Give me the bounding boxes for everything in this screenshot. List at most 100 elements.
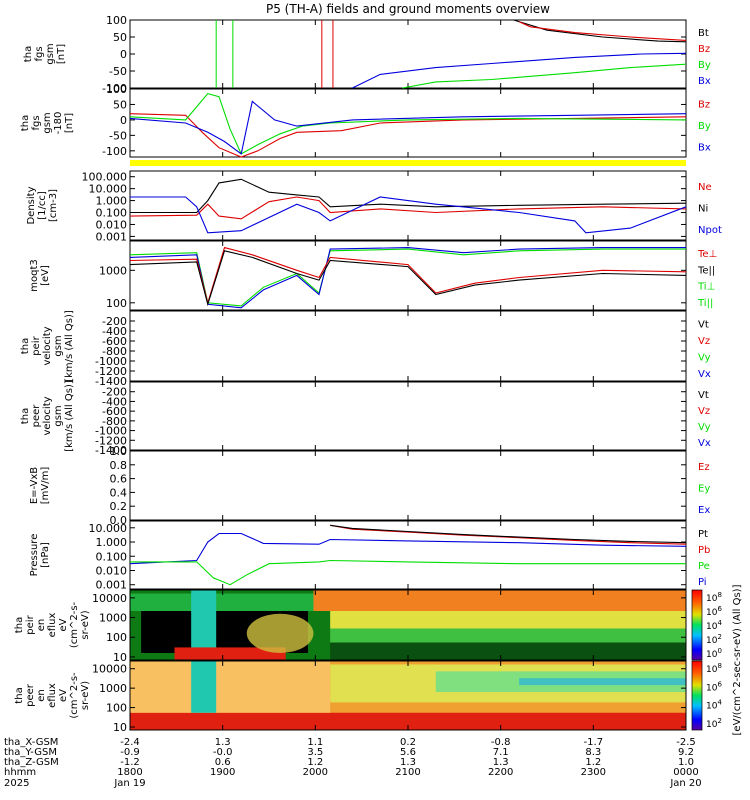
x-axis-value: 5.6 (400, 747, 416, 758)
series-line-Pt (330, 524, 687, 544)
x-axis-value: 2200 (488, 767, 513, 778)
spec-band (330, 642, 686, 660)
legend-entry: Bt (698, 28, 709, 39)
y-tick-label: -50 (109, 129, 127, 142)
y-tick-label: 0 (120, 48, 127, 61)
y-tick-label: 1000 (99, 682, 127, 695)
legend-entry: By (698, 121, 711, 132)
x-axis-value: 3.5 (307, 747, 323, 758)
y-tick-label: 100.000 (82, 171, 128, 184)
legend-entry: Vy (698, 352, 711, 363)
y-tick-label: 100 (106, 14, 127, 27)
y-tick-label: -600 (102, 335, 127, 348)
y-axis-label: Pressure[nPa] (29, 534, 51, 577)
spec-band (191, 661, 217, 713)
y-tick-label: 0.010 (96, 218, 128, 231)
y-tick-label: 1.000 (96, 536, 128, 549)
x-axis-row-label: tha_X-GSM (4, 737, 58, 748)
colorbar-tick-label: 102 (706, 717, 722, 730)
y-axis-label: thafgsgsm[nT] (23, 43, 67, 64)
panel-frame (129, 240, 687, 311)
y-tick-label: -800 (102, 345, 127, 358)
y-tick-label: 0 (120, 114, 127, 127)
legend-entry: Vx (698, 438, 711, 449)
y-tick-label: 0.4 (110, 486, 128, 499)
series-line-Bx (352, 52, 687, 89)
plot-title: P5 (TH-A) fields and ground moments over… (266, 2, 550, 16)
x-axis-value: 2300 (581, 767, 606, 778)
y-tick-label: -200 (102, 386, 127, 399)
series-line-Bz (129, 113, 687, 158)
panel-peir-velocity: -200-400-600-800-1000-1200-1400 thapeirve… (20, 310, 711, 388)
x-axis-row-label: tha_Y-GSM (4, 747, 57, 758)
y-axis-label: thafgsgsm-180[nT] (20, 112, 75, 135)
panel-frame (129, 310, 687, 382)
spec-band (330, 628, 686, 643)
x-axis-value: 1.3 (493, 757, 509, 768)
series-line-Ni (130, 178, 687, 214)
y-tick-label: 0.2 (110, 500, 128, 513)
y-tick-label: 0.100 (96, 550, 128, 563)
x-axis-value: 1.1 (307, 737, 323, 748)
colorbar-tick-label: 100 (706, 647, 722, 660)
x-axis-value: 7.1 (493, 747, 509, 758)
y-tick-label: 10.000 (89, 183, 128, 196)
spec-band (519, 678, 686, 686)
y-tick-label: 0.0 (110, 514, 128, 527)
y-tick-label: -1000 (95, 425, 127, 438)
legend-entry: Vx (698, 369, 711, 380)
spec-band (130, 593, 325, 611)
colorbar (691, 589, 703, 661)
y-tick-label: 0.001 (96, 579, 128, 592)
legend-entry: Bx (698, 76, 711, 87)
legend-entry: Pi (698, 577, 707, 588)
legend-entry: Ey (698, 484, 710, 495)
x-axis-value: -2.4 (120, 737, 140, 748)
panel-frame (129, 88, 687, 158)
y-tick-label: 10.000 (89, 522, 128, 535)
x-axis-value: 1800 (117, 767, 142, 778)
x-axis-value: 0000 (673, 767, 698, 778)
legend-entry: Ez (698, 462, 710, 473)
y-tick-label: -1400 (95, 375, 127, 388)
y-tick-label: 10 (113, 721, 127, 734)
y-tick-label: -800 (102, 415, 127, 428)
x-axis-value: -2.5 (676, 737, 696, 748)
y-tick-label: -600 (102, 405, 127, 418)
colorbar-tick-label: 106 (706, 605, 722, 618)
y-tick-label: 10000 (92, 592, 127, 605)
y-tick-label: 100 (106, 631, 127, 644)
legend-entry: Npot (698, 225, 722, 236)
series-line-Pi (129, 532, 687, 565)
legend-entry: Vz (698, 406, 710, 417)
legend-entry: Ne (698, 182, 712, 193)
legend-entry: Ti⊥ (697, 282, 715, 293)
y-tick-label: 1.0 (110, 445, 128, 458)
x-axis-row-label: tha_Z-GSM (4, 757, 59, 768)
panel-fgs: 100 50 0 -50 -100 thafgsgsm[nT] Bt Bz By Bx (23, 14, 711, 95)
panel-temperature: 1000 100 moqt3[eV] Te⊥ Te|| Ti⊥ Ti|| (29, 240, 717, 311)
spec-band (130, 661, 331, 713)
legend-entry: Te|| (697, 265, 715, 276)
panel-frame (129, 450, 687, 521)
y-tick-label: 1000 (99, 264, 127, 277)
legend-entry: Pt (698, 529, 708, 540)
x-axis-row-label: hhmm (4, 767, 36, 778)
spec-band (313, 590, 686, 611)
x-axis-value: 0.6 (215, 757, 231, 768)
series-line-By (402, 63, 687, 89)
y-axis-label: moqt3[eV] (29, 259, 51, 292)
colorbar-label: [eV/(cm^2-sec-sr-eV) (All Qs)] (732, 584, 743, 735)
y-tick-label: -1200 (95, 434, 127, 447)
y-axis-label: E=-VxB[mV/m] (29, 467, 51, 505)
panel-fgs-dsl: 100 50 0 -50 -100 thafgsgsm-180[nT] Bz By Bx (20, 83, 711, 158)
y-tick-label: -400 (102, 395, 127, 408)
y-tick-label: -1400 (95, 444, 127, 457)
y-tick-label: 0.8 (110, 459, 128, 472)
x-axis-value: Jan 20 (669, 778, 701, 789)
y-tick-label: -1000 (95, 355, 127, 368)
y-tick-label: 0.100 (96, 207, 128, 220)
y-tick-label: -100 (102, 145, 127, 158)
legend-entry: Vt (698, 390, 709, 401)
